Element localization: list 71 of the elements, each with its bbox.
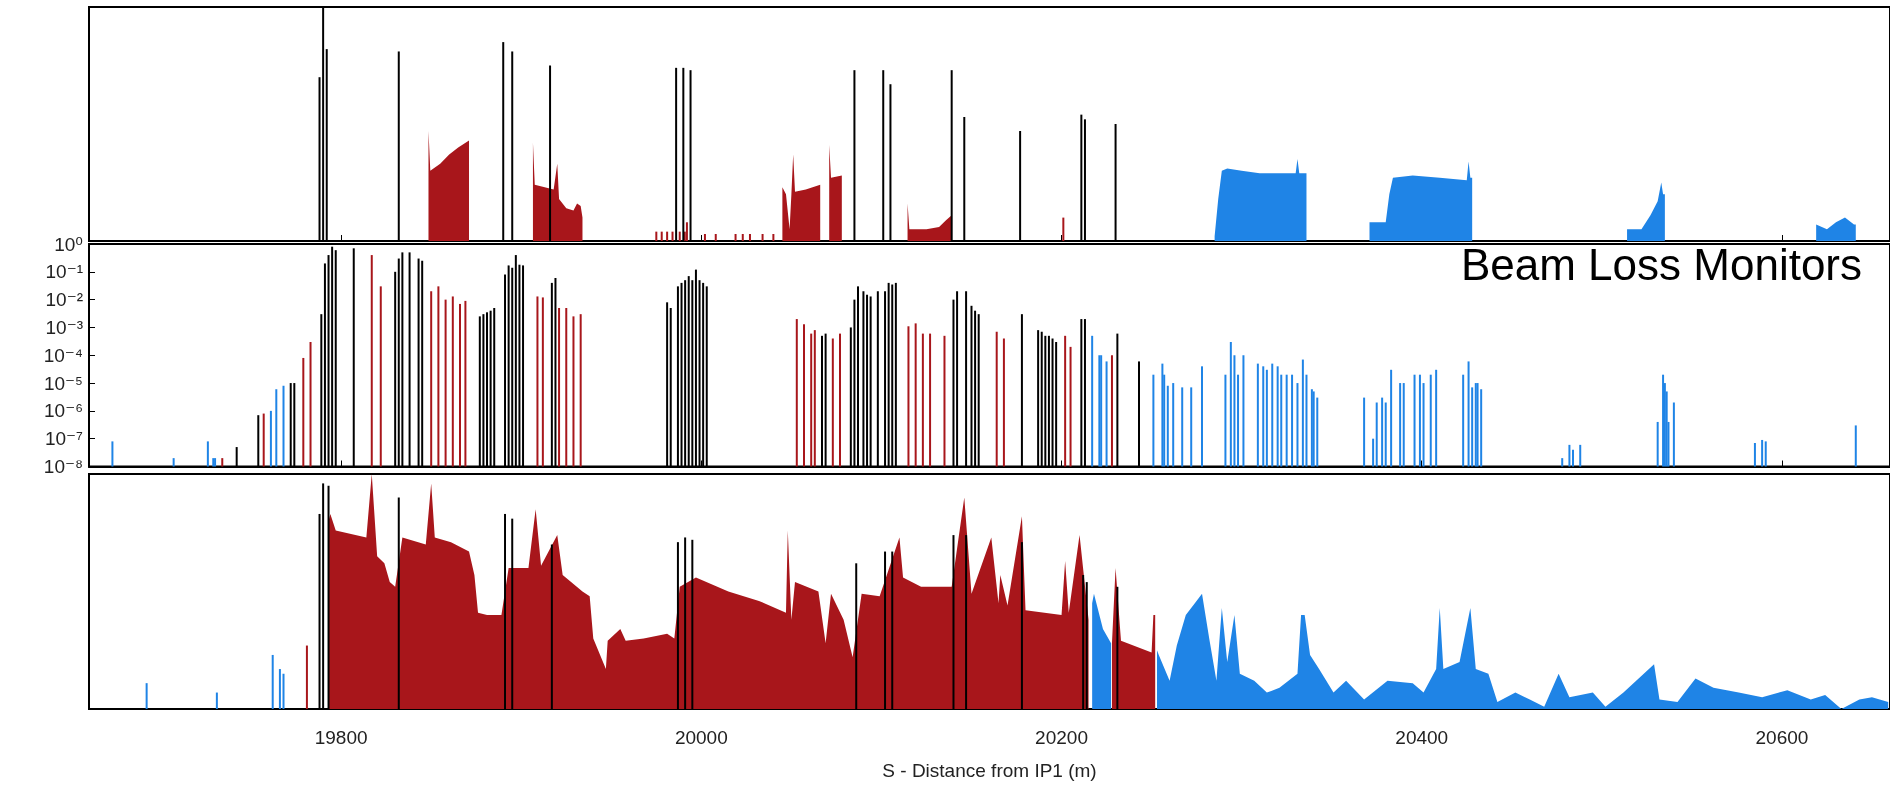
- bar: [271, 654, 274, 709]
- bar: [511, 51, 514, 241]
- bar: [682, 67, 685, 241]
- x-tick-label: 20400: [1395, 726, 1449, 748]
- x-axis-title: S - Distance from IP1 (m): [882, 760, 1097, 781]
- bar: [278, 669, 281, 709]
- bar: [1019, 131, 1022, 241]
- bar: [1114, 124, 1117, 241]
- bar: [1062, 217, 1065, 241]
- bar: [855, 563, 858, 709]
- bar: [884, 551, 887, 709]
- bar: [322, 483, 325, 709]
- bar: [397, 51, 400, 241]
- y-tick-label: 10⁻⁷: [44, 428, 84, 450]
- bar: [963, 116, 966, 241]
- y-tick-label: 10⁻¹: [45, 261, 83, 283]
- y-tick-label: 10⁰: [54, 233, 83, 255]
- bar: [1085, 582, 1088, 709]
- bar: [660, 231, 663, 241]
- bar: [145, 683, 148, 709]
- y-tick-label: 10⁻⁴: [43, 344, 83, 366]
- chart-title: Beam Loss Monitors: [1460, 239, 1863, 289]
- bar: [655, 231, 658, 241]
- bar: [952, 535, 955, 709]
- bar: [761, 233, 764, 241]
- bar: [1082, 575, 1085, 709]
- bar: [891, 551, 894, 709]
- bar: [853, 70, 856, 241]
- bar: [678, 231, 681, 241]
- bar: [215, 692, 218, 709]
- y-tick-label: 10⁻³: [45, 316, 83, 338]
- bar: [685, 222, 688, 241]
- bar: [671, 231, 674, 241]
- bar: [675, 67, 678, 241]
- x-tick-label: 20600: [1755, 726, 1809, 748]
- bar: [1083, 119, 1086, 241]
- bar: [965, 535, 968, 709]
- bar: [397, 497, 400, 709]
- bar: [676, 542, 679, 709]
- bar: [950, 70, 953, 241]
- bar: [550, 544, 553, 709]
- bar: [1020, 542, 1023, 709]
- y-tick-label: 10⁻⁵: [43, 372, 83, 394]
- bar: [504, 513, 507, 709]
- bar: [305, 645, 308, 709]
- bar: [511, 518, 514, 709]
- bar: [325, 49, 328, 241]
- bar: [282, 673, 285, 709]
- bar: [889, 84, 892, 241]
- x-tick-label: 19800: [314, 726, 368, 748]
- bar: [741, 233, 744, 241]
- bar: [882, 70, 885, 241]
- bar: [666, 231, 669, 241]
- bar: [714, 233, 717, 241]
- bar: [691, 539, 694, 709]
- bar: [689, 70, 692, 241]
- x-tick-label: 20200: [1035, 726, 1088, 748]
- bar: [772, 233, 775, 241]
- bar: [327, 485, 330, 709]
- y-tick-label: 10⁻²: [45, 289, 83, 311]
- y-tick-label: 10⁻⁶: [44, 400, 83, 422]
- bar: [734, 233, 737, 241]
- x-tick-label: 20000: [674, 726, 728, 748]
- bar: [549, 65, 552, 241]
- bar: [703, 233, 706, 241]
- bar: [1116, 586, 1119, 709]
- bar: [748, 233, 751, 241]
- y-tick-label: 10⁻⁸: [43, 456, 83, 477]
- bar: [502, 42, 505, 241]
- bar: [1080, 114, 1083, 241]
- bar: [684, 537, 687, 709]
